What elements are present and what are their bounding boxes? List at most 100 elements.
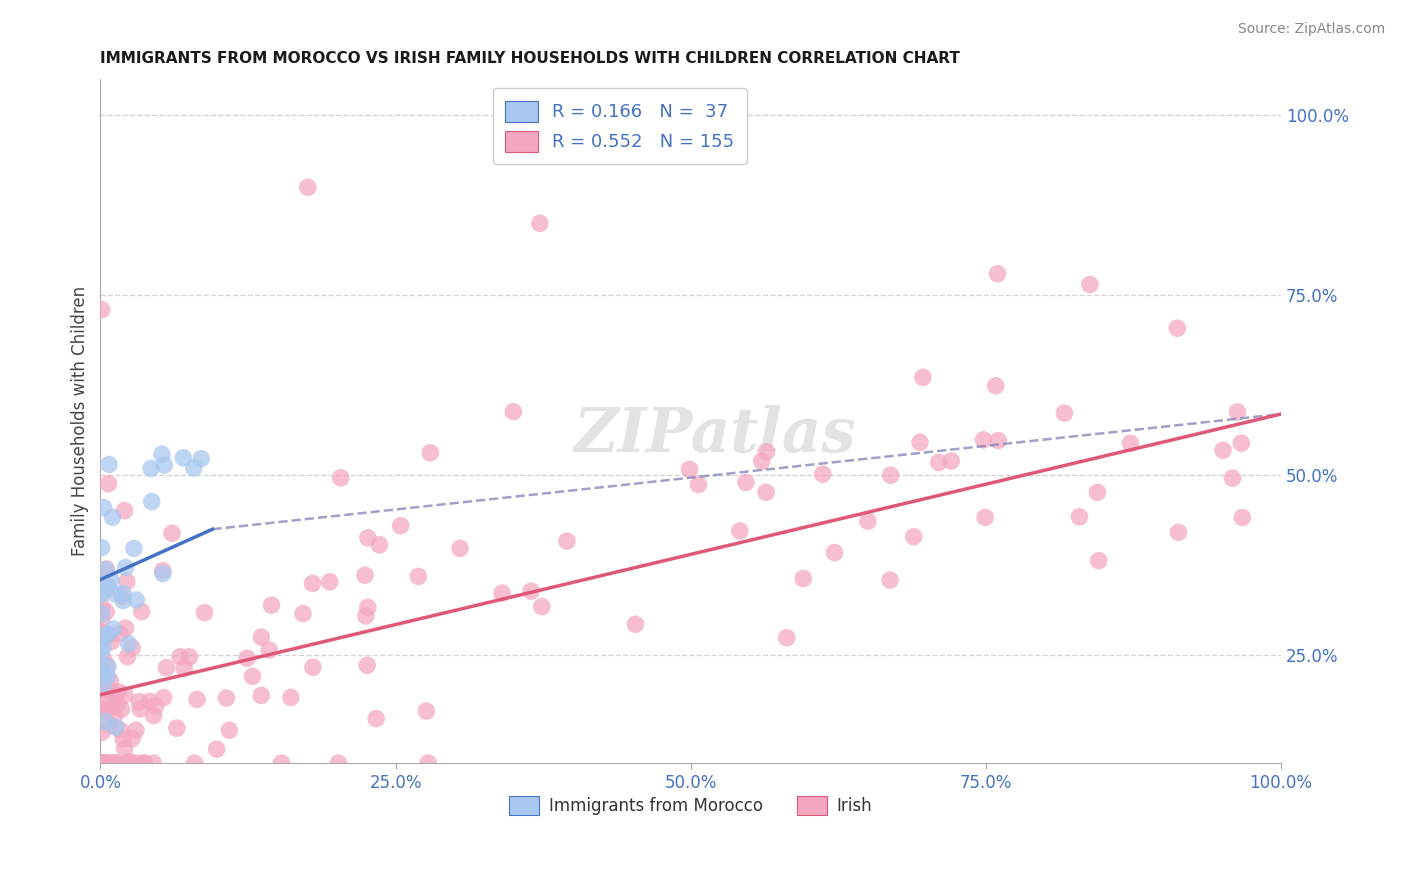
Point [179,649,201,664]
Point [302,660,325,674]
Point [96,562,118,576]
Point [986,267,1008,281]
Point [1166,321,1188,335]
Point [90,607,112,621]
Text: Source: ZipAtlas.com: Source: ZipAtlas.com [1237,22,1385,37]
Point [153,458,176,472]
Point [297,180,319,194]
Point [114,560,136,574]
Point [104,756,127,771]
Point [155,660,177,674]
Point [110,723,132,738]
Point [605,101,627,115]
Point [1230,436,1253,450]
Point [172,450,194,465]
Point [366,712,388,726]
Point [90,725,112,739]
Point [354,568,377,582]
Point [90,612,112,626]
Point [94,685,117,699]
Point [96,659,118,673]
Point [107,685,129,699]
Point [1069,509,1091,524]
Point [186,692,208,706]
Point [260,599,283,613]
Point [368,538,391,552]
Point [142,708,165,723]
Point [112,593,135,607]
Point [1212,443,1234,458]
Point [776,631,799,645]
Point [356,658,378,673]
Point [90,541,112,555]
Point [319,574,342,589]
Point [215,691,238,706]
Point [152,566,174,581]
Point [301,576,323,591]
Point [751,454,773,468]
Point [824,545,846,559]
Point [104,587,127,601]
Point [152,690,174,705]
Point [96,756,118,771]
Point [755,444,778,458]
Point [415,704,437,718]
Point [1078,277,1101,292]
Point [145,698,167,713]
Point [856,514,879,528]
Point [1119,436,1142,450]
Point [104,720,127,734]
Point [98,458,121,472]
Point [100,696,122,710]
Point [1087,485,1109,500]
Point [792,572,814,586]
Point [121,731,143,746]
Point [150,447,173,461]
Point [121,640,143,655]
Point [93,756,115,771]
Point [879,468,901,483]
Point [94,756,117,771]
Point [97,628,120,642]
Point [879,573,901,587]
Point [98,673,121,688]
Point [101,510,124,524]
Point [134,756,156,771]
Point [103,709,125,723]
Point [502,405,524,419]
Point [97,659,120,673]
Point [242,669,264,683]
Point [94,714,117,729]
Point [974,510,997,524]
Point [118,637,141,651]
Point [90,756,112,771]
Point [389,518,412,533]
Point [911,370,934,384]
Point [115,756,138,771]
Point [1222,471,1244,485]
Point [90,625,112,640]
Point [94,704,117,718]
Point [236,651,259,665]
Point [114,688,136,702]
Point [984,379,1007,393]
Point [93,653,115,667]
Point [90,659,112,673]
Point [1232,510,1254,524]
Point [91,682,114,697]
Point [111,590,134,604]
Point [173,661,195,675]
Point [125,593,148,607]
Point [280,690,302,705]
Point [987,434,1010,448]
Point [138,694,160,708]
Point [91,668,114,682]
Point [357,600,380,615]
Point [190,451,212,466]
Point [114,621,136,635]
Point [96,756,118,771]
Point [491,586,513,600]
Point [96,756,118,771]
Point [90,703,112,717]
Point [100,573,122,587]
